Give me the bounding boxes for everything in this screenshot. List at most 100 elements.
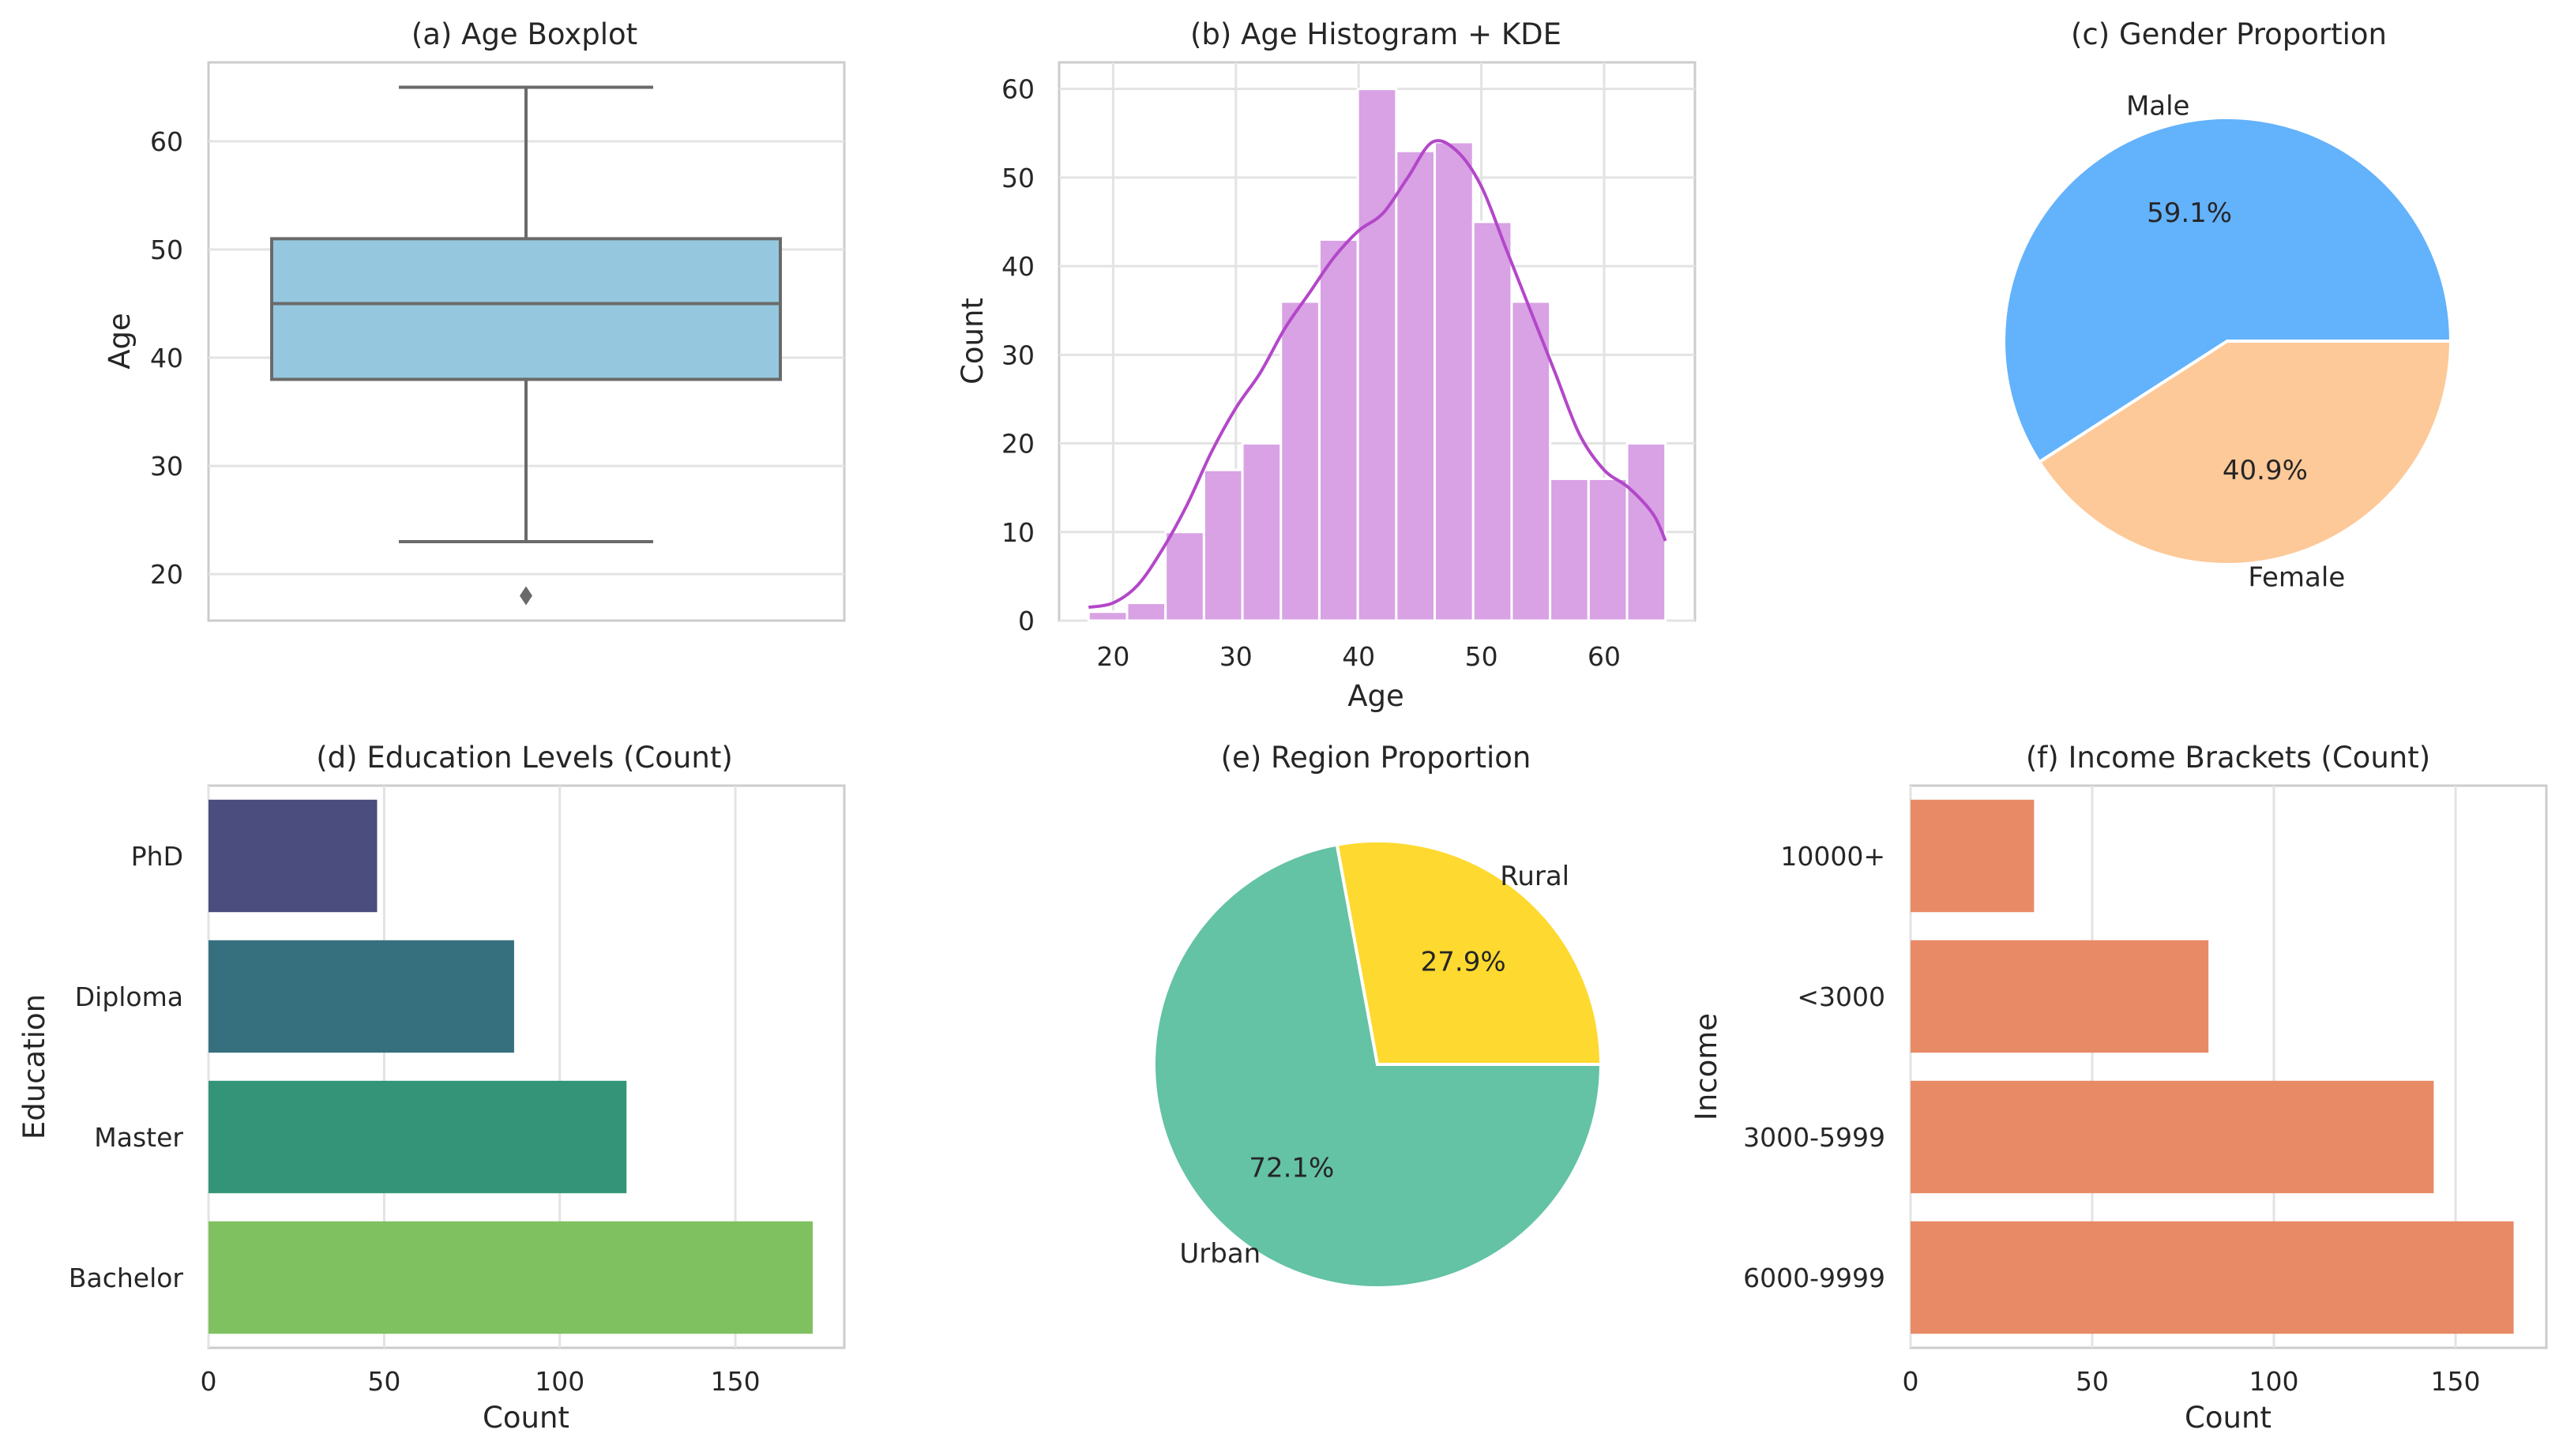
x-tick-label: 50 xyxy=(1465,641,1498,672)
chart-title: (c) Gender Proportion xyxy=(2071,17,2387,51)
x-tick-label: 40 xyxy=(1342,641,1375,672)
bar xyxy=(209,1080,627,1194)
slice-percent-label: 40.9% xyxy=(2223,455,2308,486)
pie: 59.1% Male 40.9% Female xyxy=(2002,90,2453,594)
chart-title: (d) Education Levels (Count) xyxy=(316,741,733,775)
x-tick-labels: 0 50 100 150 xyxy=(201,1366,761,1397)
y-tick-label: 30 xyxy=(1001,340,1035,370)
histogram-bar xyxy=(1471,220,1513,622)
panel-region-pie: (e) Region Proportion 72.1% Urban 27.9% Rur… xyxy=(1152,741,1603,1290)
y-axis-label: Income xyxy=(1689,1013,1723,1120)
chart-title: (a) Age Boxplot xyxy=(411,17,637,51)
histogram-bar xyxy=(1625,442,1667,622)
chart-title: (f) Income Brackets (Count) xyxy=(2026,741,2430,775)
x-tick-labels: 20 30 40 50 60 xyxy=(1096,641,1621,672)
x-tick-label: 150 xyxy=(711,1366,761,1397)
y-tick-labels: PhD Diploma Master Bachelor xyxy=(69,841,184,1293)
x-tick-label: 100 xyxy=(2249,1366,2299,1397)
bar xyxy=(209,799,378,913)
pie-slice xyxy=(2002,116,2453,464)
y-tick-label: 40 xyxy=(1001,251,1035,282)
bar xyxy=(1911,799,2035,913)
pie-slice xyxy=(1335,839,1603,1066)
x-tick-label: 100 xyxy=(535,1366,584,1397)
x-tick-label: 60 xyxy=(1588,641,1621,672)
slice-percent-label: 72.1% xyxy=(1249,1152,1334,1184)
histogram-bar xyxy=(1125,602,1167,622)
bar xyxy=(209,940,514,1053)
histogram-bar xyxy=(1241,442,1283,622)
slice-category-label: Rural xyxy=(1500,861,1569,892)
y-tick-label: 30 xyxy=(150,451,183,482)
histogram-bar xyxy=(1280,300,1321,622)
y-axis-label: Age xyxy=(103,313,137,370)
slice-category-label: Female xyxy=(2248,562,2345,594)
x-axis-label: Count xyxy=(2185,1401,2272,1435)
x-tick-label: 20 xyxy=(1096,641,1129,672)
bars xyxy=(1911,799,2514,1334)
histogram-bar xyxy=(1164,531,1205,622)
slice-category-label: Male xyxy=(2126,90,2190,122)
histogram-bar xyxy=(1317,238,1359,622)
histogram-bar xyxy=(1549,477,1590,622)
y-tick-label: 50 xyxy=(150,235,183,265)
slice-percent-label: 27.9% xyxy=(1421,947,1506,978)
panel-gender-pie: (c) Gender Proportion 59.1% Male 40.9% Fema… xyxy=(2002,17,2453,594)
y-tick-label: 40 xyxy=(150,343,183,373)
y-tick-label: PhD xyxy=(131,841,183,872)
chart-title: (e) Region Proportion xyxy=(1221,741,1531,775)
y-tick-label: 10 xyxy=(1001,517,1035,548)
y-tick-labels: 20 30 40 50 60 xyxy=(150,126,183,590)
bars xyxy=(209,799,813,1334)
y-tick-label: 20 xyxy=(150,559,183,590)
y-tick-label: 50 xyxy=(1001,163,1035,193)
pie-slice xyxy=(1152,842,1603,1290)
histogram-bar xyxy=(1434,141,1475,622)
histogram-bar xyxy=(1356,88,1398,622)
histogram-bar xyxy=(1587,477,1629,622)
pie: 72.1% Urban 27.9% Rural xyxy=(1152,839,1603,1290)
panel-education-bars: (d) Education Levels (Count) 0 50 100 150 P… xyxy=(17,741,846,1435)
y-tick-labels: 0 10 20 30 40 50 60 xyxy=(1001,74,1035,636)
y-axis-label: Count xyxy=(956,298,990,385)
histogram-bars xyxy=(1087,88,1667,622)
y-tick-label: 3000-5999 xyxy=(1743,1122,1885,1153)
x-tick-label: 150 xyxy=(2431,1366,2481,1397)
boxplot xyxy=(270,85,782,606)
x-tick-label: 30 xyxy=(1219,641,1253,672)
y-tick-label: Master xyxy=(94,1122,183,1153)
histogram-bar xyxy=(1510,300,1552,622)
bar xyxy=(1911,1221,2514,1334)
y-tick-label: Bachelor xyxy=(69,1263,184,1293)
histogram-bar xyxy=(1202,468,1244,622)
y-tick-label: 6000-9999 xyxy=(1743,1263,1885,1293)
bar xyxy=(1911,1080,2434,1194)
chart-title: (b) Age Histogram + KDE xyxy=(1190,17,1561,51)
panel-age-boxplot: (a) Age Boxplot 20 30 40 50 60 Age xyxy=(103,17,846,622)
histogram-bar xyxy=(1395,149,1437,622)
x-axis-label: Age xyxy=(1347,679,1404,713)
histogram-bar xyxy=(1087,610,1129,622)
y-tick-label: 10000+ xyxy=(1780,841,1885,872)
panel-income-bars: (f) Income Brackets (Count) 0 50 100 150 10… xyxy=(1689,741,2548,1435)
slice-percent-label: 59.1% xyxy=(2147,197,2232,229)
x-tick-labels: 0 50 100 150 xyxy=(1903,1366,2481,1397)
x-tick-label: 50 xyxy=(2076,1366,2109,1397)
bar xyxy=(209,1221,813,1334)
iqr-box xyxy=(270,237,782,381)
outlier-marker xyxy=(520,586,532,606)
x-axis-label: Count xyxy=(483,1401,569,1435)
y-tick-labels: 10000+ <3000 3000-5999 6000-9999 xyxy=(1743,841,1885,1293)
bar xyxy=(1911,940,2209,1053)
panel-age-histogram: (b) Age Histogram + KDE 20 30 40 50 60 0 10 20… xyxy=(956,17,1697,713)
y-tick-label: Diploma xyxy=(75,981,183,1012)
y-tick-label: 0 xyxy=(1018,606,1035,636)
y-axis-label: Education xyxy=(17,994,51,1139)
x-tick-label: 0 xyxy=(1903,1366,1919,1397)
kde-curve xyxy=(1088,139,1667,610)
y-tick-label: 20 xyxy=(1001,429,1035,460)
x-tick-label: 50 xyxy=(367,1366,400,1397)
x-tick-label: 0 xyxy=(201,1366,217,1397)
y-tick-label: <3000 xyxy=(1797,981,1885,1012)
